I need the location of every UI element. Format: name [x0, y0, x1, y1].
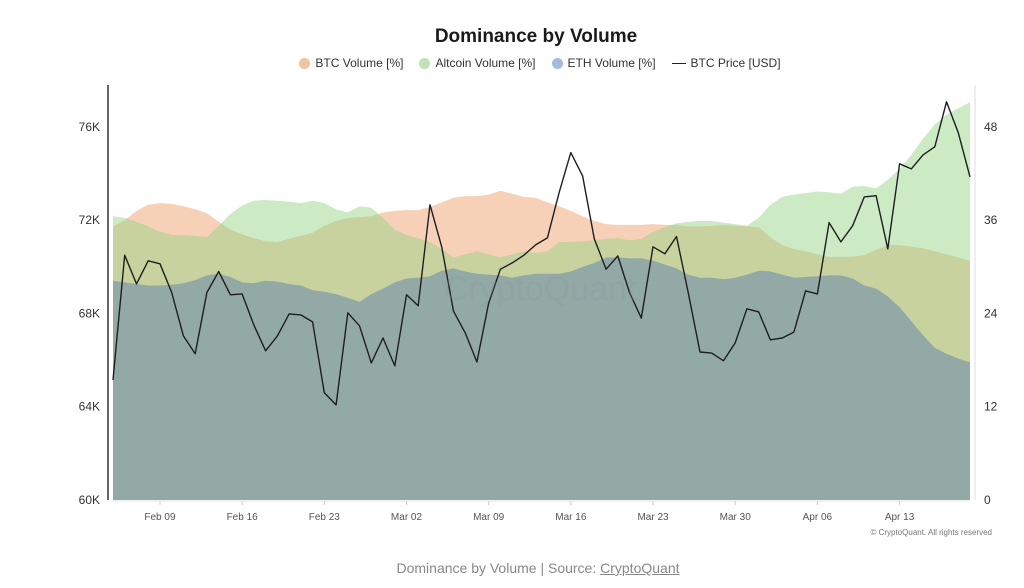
- legend-label: Altcoin Volume [%]: [435, 56, 536, 70]
- legend-swatch: [551, 57, 563, 69]
- left-tick-label: 68K: [79, 306, 100, 320]
- legend-label: ETH Volume [%]: [567, 56, 656, 70]
- legend-label: BTC Price [USD]: [690, 56, 781, 70]
- x-tick-label: Mar 02: [391, 512, 423, 523]
- left-tick-label: 72K: [79, 213, 100, 227]
- legend-item-btc-volume[interactable]: BTC Volume [%]: [299, 56, 403, 70]
- x-tick-label: Apr 13: [885, 512, 915, 523]
- x-tick-label: Feb 09: [144, 512, 176, 523]
- left-tick-label: 76K: [79, 120, 100, 134]
- x-tick-label: Mar 09: [473, 512, 505, 523]
- area-eth-volume: [113, 257, 970, 500]
- legend-swatch: [419, 57, 431, 69]
- copyright-notice: © CryptoQuant. All rights reserved: [870, 528, 993, 537]
- line-btc-price: [112, 101, 971, 406]
- legend-item-altcoin-volume[interactable]: Altcoin Volume [%]: [419, 56, 536, 70]
- right-tick-label: 36: [984, 213, 998, 227]
- chart-title: Dominance by Volume: [434, 26, 638, 47]
- x-tick-label: Feb 16: [227, 512, 259, 523]
- right-tick-label: 0: [984, 493, 991, 507]
- left-tick-label: 64K: [79, 400, 100, 414]
- right-tick-label: 12: [984, 400, 998, 414]
- x-tick-label: Apr 06: [803, 512, 833, 523]
- x-tick-label: Mar 23: [637, 512, 669, 523]
- legend: BTC Volume [%] Altcoin Volume [%] ETH Vo…: [0, 56, 1024, 70]
- x-tick-label: Mar 30: [720, 512, 752, 523]
- caption-text: Dominance by Volume | Source:: [396, 560, 601, 576]
- right-tick-label: 24: [984, 306, 998, 320]
- legend-item-eth-volume[interactable]: ETH Volume [%]: [551, 56, 656, 70]
- legend-item-btc-price[interactable]: BTC Price [USD]: [671, 56, 781, 70]
- right-tick-label: 48: [984, 120, 998, 134]
- left-tick-label: 60K: [79, 493, 100, 507]
- legend-label: BTC Volume [%]: [315, 56, 404, 70]
- legend-swatch: [299, 57, 311, 69]
- legend-swatch: [671, 62, 686, 64]
- source-link[interactable]: CryptoQuant: [600, 560, 680, 576]
- watermark: CryptoQuant: [444, 270, 637, 308]
- caption: Dominance by Volume | Source: CryptoQuan…: [0, 560, 1024, 576]
- x-tick-label: Feb 23: [309, 512, 341, 523]
- x-tick-label: Mar 16: [555, 512, 587, 523]
